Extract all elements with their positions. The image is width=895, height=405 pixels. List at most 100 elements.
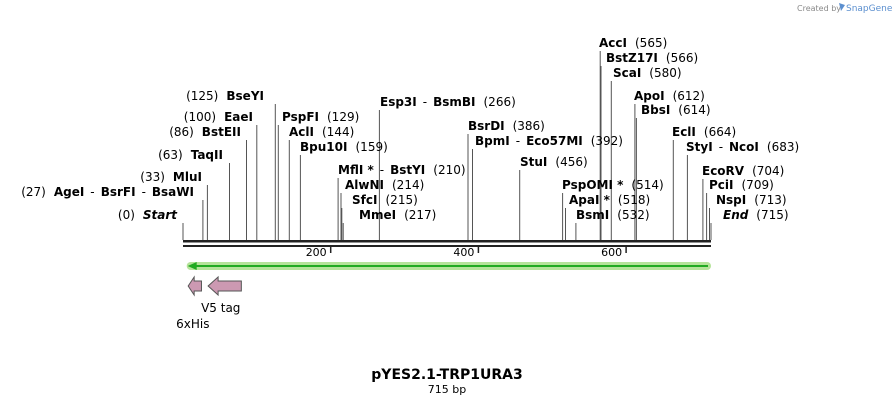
site-label-bsteii[interactable]: (86) BstEII <box>169 125 241 139</box>
site-position: (63) <box>158 148 183 162</box>
features: 6xHis V5 tag <box>176 275 242 331</box>
sequence-backbone[interactable] <box>183 240 711 247</box>
site-label-ecli[interactable]: EclI (664) <box>672 125 736 139</box>
site-separator: - <box>516 134 520 148</box>
enzyme-name: Esp3I <box>380 95 417 109</box>
site-label-alwni[interactable]: AlwNI (214) <box>345 178 424 192</box>
enzyme-name: EaeI <box>224 110 253 124</box>
site-label-bsmi[interactable]: BsmI (532) <box>576 208 650 222</box>
site-position: (715) <box>756 208 788 222</box>
feature-arrow-icon <box>187 275 202 297</box>
site-label-nspi[interactable]: NspI (713) <box>716 193 787 207</box>
site-lines <box>182 51 712 240</box>
site-label-bstz17i[interactable]: BstZ17I (566) <box>606 51 698 65</box>
enzyme-name: AccI <box>599 36 627 50</box>
site-label-start[interactable]: (0) Start <box>118 208 178 222</box>
enzyme-name: AclI <box>289 125 314 139</box>
axis-tick-label-600: 600 <box>601 246 622 259</box>
site-separator: - <box>719 140 723 154</box>
site-position: (612) <box>673 89 705 103</box>
site-label-pcii[interactable]: PciI (709) <box>709 178 774 192</box>
enzyme-name: PspOMI * <box>562 178 624 192</box>
site-labels: AccI (565)BstZ17I (566) ScaI (580) (125) BseYI… <box>21 36 799 222</box>
site-label-end[interactable]: End (715) <box>723 208 789 222</box>
site-label-stui[interactable]: StuI (456) <box>520 155 588 169</box>
site-position: (0) <box>118 208 135 222</box>
site-separator: - <box>380 163 384 177</box>
site-label-pspfi[interactable]: PspFI (129) <box>282 110 359 124</box>
site-position: (86) <box>169 125 194 139</box>
site-position: (580) <box>649 66 681 80</box>
site-label-esp3i[interactable]: Esp3I - BsmBI (266) <box>380 95 516 109</box>
site-position: (100) <box>184 110 216 124</box>
enzyme-name: EcoRV <box>702 164 745 178</box>
site-label-bsrdi[interactable]: BsrDI (386) <box>468 119 545 133</box>
site-label-pspomi[interactable]: PspOMI * (514) <box>562 178 664 192</box>
site-label-ecorv[interactable]: EcoRV (704) <box>702 164 784 178</box>
site-position: (217) <box>404 208 436 222</box>
site-label-agei[interactable]: (27) AgeI - BsrFI - BsaWI <box>21 185 194 199</box>
site-position: (566) <box>666 51 698 65</box>
site-label-acci[interactable]: AccI (565) <box>599 36 667 50</box>
enzyme-name: MluI <box>173 170 202 184</box>
feature-6xhis[interactable]: 6xHis <box>176 275 209 331</box>
site-separator: - <box>423 95 427 109</box>
axis-ticks: 200 400 600 <box>306 246 627 259</box>
enzyme-name: BsaWI <box>152 185 194 199</box>
site-label-scai[interactable]: ScaI (580) <box>613 66 682 80</box>
enzyme-name: EclI <box>672 125 696 139</box>
enzyme-name: BbsI <box>641 103 670 117</box>
site-position: (125) <box>186 89 218 103</box>
site-position: (386) <box>513 119 545 133</box>
site-label-bpu10i[interactable]: Bpu10I (159) <box>300 140 388 154</box>
enzyme-name: NspI <box>716 193 746 207</box>
site-position: (392) <box>591 134 623 148</box>
site-position: (514) <box>631 178 663 192</box>
site-label-styi[interactable]: StyI - NcoI (683) <box>686 140 799 154</box>
enzyme-name: BsmI <box>576 208 609 222</box>
site-label-acli[interactable]: AclI (144) <box>289 125 354 139</box>
site-label-apai[interactable]: ApaI * (518) <box>569 193 650 207</box>
site-label-sfci[interactable]: SfcI (215) <box>352 193 418 207</box>
site-label-bpmi[interactable]: BpmI - Eco57MI (392) <box>475 134 623 148</box>
enzyme-name: NcoI <box>729 140 759 154</box>
enzyme-name: ApaI * <box>569 193 611 207</box>
site-position: (614) <box>678 103 710 117</box>
enzyme-name: ApoI <box>634 89 665 103</box>
site-position: (27) <box>21 185 46 199</box>
enzyme-name: BstYI <box>390 163 425 177</box>
site-label-eaei[interactable]: (100) EaeI <box>184 110 253 124</box>
site-label-bbsi[interactable]: BbsI (614) <box>641 103 711 117</box>
site-label-taqii[interactable]: (63) TaqII <box>158 148 223 162</box>
feature-v5-tag[interactable]: V5 tag <box>201 275 242 315</box>
enzyme-name: PspFI <box>282 110 319 124</box>
axis-tick-label-400: 400 <box>453 246 474 259</box>
snapgene-logo-icon <box>839 3 845 11</box>
feature-label: 6xHis <box>176 317 209 331</box>
enzyme-name: Start <box>143 208 178 222</box>
orf-arrowhead-icon <box>187 262 197 270</box>
site-label-bseyi[interactable]: (125) BseYI <box>186 89 264 103</box>
site-position: (709) <box>742 178 774 192</box>
enzyme-name: AgeI <box>54 185 84 199</box>
site-position: (214) <box>392 178 424 192</box>
site-separator: - <box>142 185 146 199</box>
enzyme-name: MflI * <box>338 163 374 177</box>
feature-label: V5 tag <box>201 301 240 315</box>
site-label-mlui[interactable]: (33) MluI <box>140 170 202 184</box>
site-label-apoi[interactable]: ApoI (612) <box>634 89 705 103</box>
enzyme-name: AlwNI <box>345 178 384 192</box>
enzyme-name: BpmI <box>475 134 510 148</box>
site-label-mmei[interactable]: MmeI (217) <box>359 208 436 222</box>
feature-arrow-icon <box>207 275 242 297</box>
enzyme-name: StuI <box>520 155 547 169</box>
site-position: (144) <box>322 125 354 139</box>
site-position: (266) <box>484 95 516 109</box>
site-position: (704) <box>752 164 784 178</box>
site-label-mfli[interactable]: MflI * - BstYI (210) <box>338 163 466 177</box>
plasmid-name: pYES2.1-TRP1URA3 <box>371 367 522 383</box>
orf-arrow[interactable] <box>186 262 711 270</box>
site-position: (532) <box>617 208 649 222</box>
enzyme-name: Bpu10I <box>300 140 347 154</box>
